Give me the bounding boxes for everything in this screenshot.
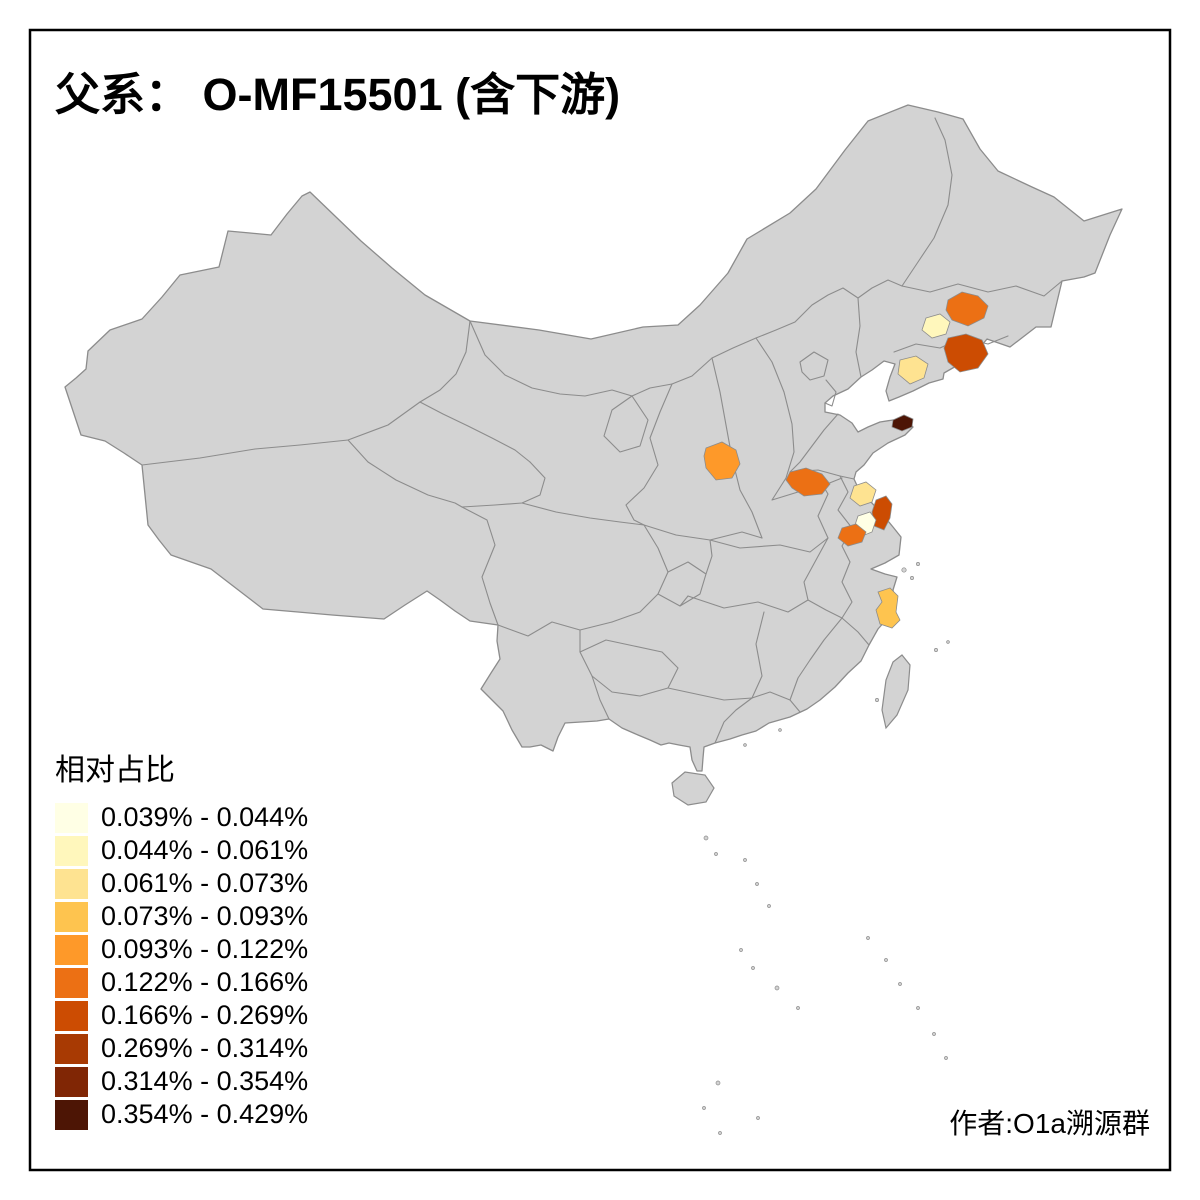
legend-label: 0.122% - 0.166% [101, 967, 309, 997]
highlight-region-northeast-4 [897, 355, 929, 385]
highlight-region-jiangsu-1 [849, 481, 877, 507]
legend-swatch [55, 835, 88, 866]
taiwan-island [881, 654, 911, 730]
highlight-region-shanxi-1 [703, 441, 741, 481]
highlight-regions [703, 291, 989, 629]
legend-row: 0.039% - 0.044% [55, 801, 308, 834]
legend-swatch [55, 868, 88, 899]
legend-title: 相对占比 [55, 754, 175, 787]
highlight-region-northeast-2 [921, 313, 951, 339]
mainland-china-outline [64, 104, 1123, 772]
legend-label: 0.354% - 0.429% [101, 1099, 309, 1129]
attribution: 作者:O1a溯源群 [949, 1108, 1150, 1139]
legend: 相对占比 0.039% - 0.044% 0.044% - 0.061% 0.0… [55, 745, 308, 1131]
legend-row: 0.093% - 0.122% [55, 933, 308, 966]
highlight-region-shandong-tip [891, 414, 914, 432]
legend-label: 0.093% - 0.122% [101, 934, 309, 964]
legend-row: 0.269% - 0.314% [55, 1032, 308, 1065]
legend-swatch [55, 1099, 88, 1130]
legend-row: 0.122% - 0.166% [55, 966, 308, 999]
legend-row: 0.166% - 0.269% [55, 999, 308, 1032]
highlight-region-jiangsu-4 [837, 523, 867, 547]
legend-label: 0.039% - 0.044% [101, 802, 309, 832]
legend-swatch [55, 802, 88, 833]
legend-row: 0.354% - 0.429% [55, 1098, 308, 1131]
figure-title: 父系： O-MF15501 (含下游) [55, 69, 621, 120]
highlight-region-zhejiang-1 [875, 587, 901, 629]
legend-label: 0.073% - 0.093% [101, 901, 309, 931]
highlight-region-jiangsu-2 [871, 495, 893, 531]
legend-label: 0.269% - 0.314% [101, 1033, 309, 1063]
highlight-region-northeast-1 [945, 291, 989, 327]
legend-swatch [55, 934, 88, 965]
legend-swatch [55, 967, 88, 998]
legend-label: 0.166% - 0.269% [101, 1000, 309, 1030]
legend-row: 0.061% - 0.073% [55, 867, 308, 900]
hainan-island [671, 771, 715, 806]
legend-row: 0.073% - 0.093% [55, 900, 308, 933]
legend-swatch [55, 1033, 88, 1064]
legend-label: 0.314% - 0.354% [101, 1066, 309, 1096]
highlight-region-henan-1 [785, 467, 831, 497]
highlight-region-northeast-3 [943, 333, 989, 373]
legend-swatch [55, 901, 88, 932]
legend-row: 0.044% - 0.061% [55, 834, 308, 867]
small-islands [702, 562, 950, 1135]
legend-swatch [55, 1066, 88, 1097]
legend-label: 0.061% - 0.073% [101, 868, 309, 898]
legend-label: 0.044% - 0.061% [101, 835, 309, 865]
legend-row: 0.314% - 0.354% [55, 1065, 308, 1098]
legend-swatch [55, 1000, 88, 1031]
